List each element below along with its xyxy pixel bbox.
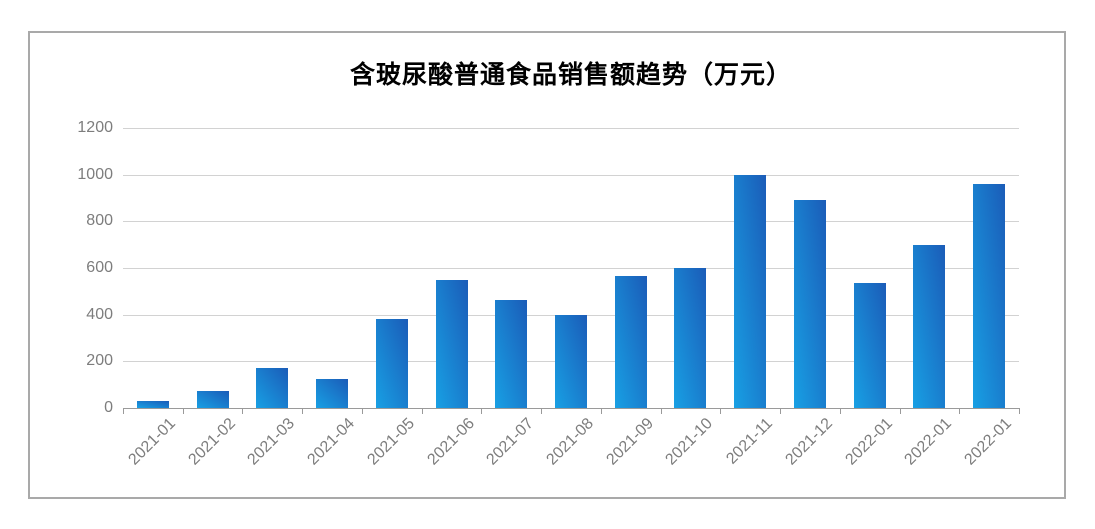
x-axis-tick [660,408,662,414]
x-axis-tick [242,408,244,414]
bar [555,314,587,408]
bar [973,184,1006,408]
y-axis-label: 800 [86,212,113,230]
y-axis-label: 200 [86,352,113,370]
gridline [123,268,1019,269]
x-axis-tick [839,408,841,414]
bar [136,401,169,408]
bar [256,368,289,408]
gridline [123,174,1019,176]
y-axis-label: 0 [104,399,113,416]
bar [196,390,229,408]
x-axis-tick [720,408,722,414]
gridline [123,221,1019,223]
bar [495,299,528,408]
x-axis-tick [302,408,304,414]
x-axis-line [123,408,1020,409]
bar [375,319,408,408]
chart-frame [28,31,1066,499]
bar [614,276,647,408]
y-axis-label: 600 [86,259,113,276]
x-axis-tick [361,408,363,414]
y-axis-label: 400 [86,305,113,323]
bar [674,268,707,408]
x-axis-tick [421,408,423,414]
y-axis-label: 1000 [77,165,113,183]
y-axis-label: 1200 [77,119,113,136]
bar [913,244,946,408]
bar [734,174,767,408]
bar [853,283,886,408]
chart-title: 含玻尿酸普通食品销售额趋势（万元） [349,61,792,89]
x-axis-tick [123,408,124,414]
bar [316,378,349,408]
bar [793,200,826,408]
x-axis-tick [481,408,483,414]
gridline [123,128,1019,129]
x-axis-tick [541,408,543,414]
x-axis-tick [182,408,184,414]
x-axis-tick [780,408,782,414]
x-axis-tick [1019,408,1020,414]
bar [435,279,468,408]
x-axis-tick [600,408,602,414]
x-axis-tick [899,408,901,414]
x-axis-tick [959,408,961,414]
